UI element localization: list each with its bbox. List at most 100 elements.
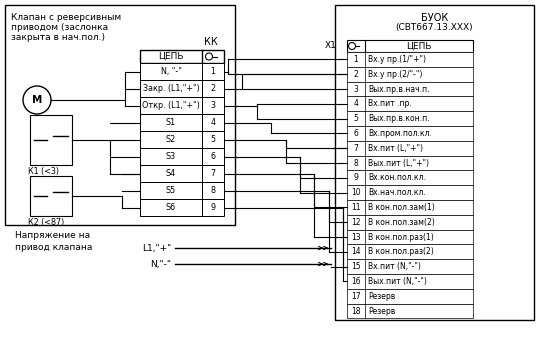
Text: Вых.пр.в.кон.п.: Вых.пр.в.кон.п. — [368, 114, 430, 123]
Bar — [347, 259, 473, 274]
Text: К2 (<87): К2 (<87) — [28, 218, 64, 227]
Text: Вх.кон.пол.кл.: Вх.кон.пол.кл. — [368, 173, 426, 182]
Bar — [140, 114, 224, 131]
Text: 8: 8 — [354, 158, 358, 168]
Text: 2: 2 — [210, 84, 216, 93]
Bar — [30, 175, 72, 216]
Text: 17: 17 — [351, 292, 361, 301]
Bar — [140, 63, 224, 80]
Text: N, "-": N, "-" — [161, 67, 182, 76]
Bar — [140, 80, 224, 97]
Bar — [347, 244, 473, 259]
Bar — [347, 67, 473, 82]
Text: 8: 8 — [211, 186, 216, 195]
Bar — [140, 165, 224, 182]
Text: В кон.пол.зам(2): В кон.пол.зам(2) — [368, 218, 435, 227]
Bar — [347, 185, 473, 200]
Text: S1: S1 — [166, 118, 176, 127]
Text: 10: 10 — [351, 188, 361, 197]
Text: Х1: Х1 — [325, 41, 337, 51]
Text: 6: 6 — [354, 129, 358, 138]
Text: L1,"+": L1,"+" — [142, 243, 171, 253]
Text: 7: 7 — [354, 144, 358, 153]
Bar — [347, 274, 473, 289]
Text: Вых.пит (N,"-"): Вых.пит (N,"-") — [368, 277, 427, 286]
Text: Вх.пром.пол.кл.: Вх.пром.пол.кл. — [368, 129, 432, 138]
Text: N,"-": N,"-" — [150, 259, 171, 269]
Text: Вх.пит .пр.: Вх.пит .пр. — [368, 99, 412, 108]
Bar — [140, 131, 224, 148]
Text: S3: S3 — [166, 152, 176, 161]
Text: Клапан с реверсивным: Клапан с реверсивным — [11, 13, 121, 22]
Bar — [140, 199, 224, 216]
Text: 3: 3 — [354, 85, 358, 94]
Bar — [347, 97, 473, 111]
Bar — [347, 230, 473, 244]
Text: S4: S4 — [166, 169, 176, 178]
Text: 3: 3 — [211, 101, 216, 110]
Text: В кон.пол.раз(2): В кон.пол.раз(2) — [368, 247, 434, 256]
Text: ЦЕПЬ: ЦЕПЬ — [158, 52, 184, 61]
Text: Вых.пит (L,"+"): Вых.пит (L,"+") — [368, 158, 429, 168]
Text: 1: 1 — [354, 55, 358, 64]
Bar — [347, 40, 473, 52]
Text: (СВТ667.13.ХХХ): (СВТ667.13.ХХХ) — [396, 23, 473, 32]
Text: Откр. (L1,"+"): Откр. (L1,"+") — [142, 101, 200, 110]
Text: 5: 5 — [210, 135, 216, 144]
Text: М: М — [32, 95, 42, 105]
Text: Вх.нач.пол.кл.: Вх.нач.пол.кл. — [368, 188, 426, 197]
Text: Резерв: Резерв — [368, 292, 395, 301]
Bar — [347, 52, 473, 67]
Text: 4: 4 — [211, 118, 216, 127]
Text: ЦЕПЬ: ЦЕПЬ — [406, 41, 432, 51]
Bar — [347, 200, 473, 215]
Text: В кон.пол.зам(1): В кон.пол.зам(1) — [368, 203, 435, 212]
Text: 11: 11 — [351, 203, 361, 212]
Bar — [347, 126, 473, 141]
Bar — [347, 215, 473, 230]
Bar — [140, 50, 224, 63]
Text: 6: 6 — [211, 152, 216, 161]
Text: БУОК: БУОК — [421, 13, 448, 23]
Text: 1: 1 — [211, 67, 216, 76]
Text: Вх.пит (N,"-"): Вх.пит (N,"-") — [368, 262, 421, 271]
Text: 9: 9 — [354, 173, 358, 182]
Text: 13: 13 — [351, 233, 361, 241]
Text: 7: 7 — [210, 169, 216, 178]
Bar — [30, 115, 72, 165]
Bar — [335, 5, 534, 320]
Text: Вх.у пр.(1/"+"): Вх.у пр.(1/"+") — [368, 55, 426, 64]
Text: 16: 16 — [351, 277, 361, 286]
Text: Резерв: Резерв — [368, 306, 395, 316]
Text: 5: 5 — [354, 114, 358, 123]
Text: 9: 9 — [210, 203, 216, 212]
Bar — [347, 156, 473, 170]
Bar — [140, 97, 224, 114]
Text: S6: S6 — [166, 203, 176, 212]
Bar — [347, 170, 473, 185]
Text: приводом (заслонка: приводом (заслонка — [11, 23, 108, 32]
Text: К1 (<3): К1 (<3) — [28, 167, 59, 176]
Bar — [5, 5, 235, 225]
Text: S2: S2 — [166, 135, 176, 144]
Text: Вх.у пр.(2/"-"): Вх.у пр.(2/"-") — [368, 70, 423, 79]
Text: 4: 4 — [354, 99, 358, 108]
Bar — [347, 141, 473, 156]
Bar — [140, 182, 224, 199]
Text: 12: 12 — [351, 218, 361, 227]
Text: 18: 18 — [351, 306, 361, 316]
Text: Вх.пит (L,"+"): Вх.пит (L,"+") — [368, 144, 423, 153]
Text: КК: КК — [204, 37, 218, 47]
Text: 14: 14 — [351, 247, 361, 256]
Text: привод клапана: привод клапана — [15, 242, 92, 252]
Text: В кон.пол.раз(1): В кон.пол.раз(1) — [368, 233, 434, 241]
Bar — [347, 111, 473, 126]
Bar — [140, 148, 224, 165]
Bar — [347, 304, 473, 318]
Text: Вых.пр.в.нач.п.: Вых.пр.в.нач.п. — [368, 85, 430, 94]
Text: 2: 2 — [354, 70, 358, 79]
Bar — [347, 82, 473, 97]
Bar — [347, 289, 473, 304]
Text: Напряжение на: Напряжение на — [15, 232, 90, 240]
Text: S5: S5 — [166, 186, 176, 195]
